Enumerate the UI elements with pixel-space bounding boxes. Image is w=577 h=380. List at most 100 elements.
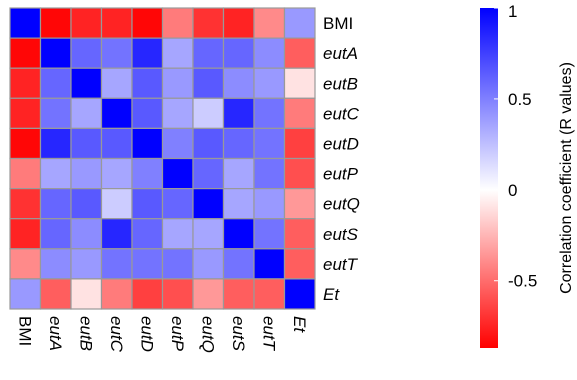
heatmap-cell-eutb-eutt <box>253 67 286 99</box>
column-label-eutp: eutP <box>168 316 187 352</box>
heatmap-cell-euta-bmi <box>9 37 42 69</box>
heatmap-cell-eutd-eutq <box>192 127 225 160</box>
heatmap-cell-eutc-eutc <box>100 97 133 130</box>
row-label-euts: eutS <box>323 225 359 244</box>
heatmap-cell-et-euts <box>222 278 255 310</box>
heatmap-cell-eutd-euta <box>39 127 72 160</box>
column-label-euta: eutA <box>46 316 65 351</box>
heatmap-cell-eutb-euts <box>222 67 255 99</box>
heatmap-cell-eutd-euts <box>222 127 255 160</box>
heatmap-cell-bmi-et <box>283 7 316 39</box>
heatmap-cell-euts-eutb <box>70 218 103 250</box>
heatmap-cell-eutp-eutd <box>131 157 164 190</box>
column-label-euts: eutS <box>229 316 248 352</box>
heatmap-cell-euta-eutc <box>100 37 133 69</box>
column-label-eutq: eutQ <box>198 316 217 353</box>
heatmap-cell-euts-eutd <box>131 218 164 250</box>
heatmap-cell-eutb-eutd <box>131 67 164 99</box>
colorbar-ticks: 1 0.5 0 -0.5 <box>494 2 537 291</box>
heatmap-cell-bmi-euts <box>222 7 255 39</box>
heatmap-cell-eutt-eutq <box>192 248 225 280</box>
heatmap-cell-eutt-et <box>283 248 316 280</box>
heatmap-cell-bmi-eutb <box>70 7 103 39</box>
heatmap-cell-eutc-eutb <box>70 97 103 130</box>
heatmap-cell-bmi-eutt <box>253 7 286 39</box>
heatmap-cell-eutc-eutt <box>253 97 286 130</box>
colorbar-tick-label: 0 <box>508 181 517 200</box>
heatmap-cell-eutq-eutp <box>161 188 194 220</box>
heatmap-cell-euta-eutq <box>192 37 225 69</box>
heatmap-cell-eutd-eutc <box>100 127 133 160</box>
heatmap-cell-euts-euta <box>39 218 72 250</box>
heatmap-cell-eutc-eutd <box>131 97 164 130</box>
heatmap-cell-eutt-eutb <box>70 248 103 280</box>
heatmap-cell-eutt-eutp <box>161 248 194 280</box>
heatmap-cell-eutb-et <box>283 67 316 99</box>
heatmap-cell-et-eutc <box>100 278 133 310</box>
heatmap-cell-euta-et <box>283 37 316 69</box>
heatmap-cell-bmi-eutc <box>100 7 133 39</box>
heatmap-cell-eutp-eutc <box>100 157 133 190</box>
heatmap-cell-eutq-euta <box>39 188 72 220</box>
heatmap-cell-et-eutq <box>192 278 225 310</box>
heatmap-cell-eutt-eutd <box>131 248 164 280</box>
heatmap-cells <box>9 7 316 310</box>
heatmap-cell-eutp-et <box>283 157 316 190</box>
heatmap-cell-et-et <box>283 278 316 310</box>
heatmap-cell-eutq-eutd <box>131 188 164 220</box>
heatmap-cell-eutt-eutc <box>100 248 133 280</box>
heatmap-cell-euta-eutb <box>70 37 103 69</box>
heatmap-cell-eutc-euta <box>39 97 72 130</box>
heatmap-cell-euts-et <box>283 218 316 250</box>
heatmap-cell-eutc-eutq <box>192 97 225 130</box>
heatmap-cell-eutb-eutc <box>100 67 133 99</box>
heatmap-cell-eutp-eutb <box>70 157 103 190</box>
heatmap-cell-eutq-eutb <box>70 188 103 220</box>
heatmap-row-labels: BMI eutA eutB eutC eutD eutP eutQ eutS eutT Et <box>323 14 360 304</box>
heatmap-cell-euts-euts <box>222 218 255 250</box>
row-label-eutd: eutD <box>323 134 359 153</box>
heatmap-cell-et-euta <box>39 278 72 310</box>
heatmap-cell-et-bmi <box>9 278 42 310</box>
column-label-et: Et <box>290 316 309 333</box>
heatmap-cell-eutp-eutp <box>161 157 194 190</box>
heatmap-cell-eutc-et <box>283 97 316 130</box>
heatmap-cell-eutt-eutt <box>253 248 286 280</box>
heatmap-cell-eutt-euta <box>39 248 72 280</box>
heatmap-cell-bmi-euta <box>39 7 72 39</box>
colorbar-tick-label: 0.5 <box>508 90 532 109</box>
colorbar-gradient <box>480 8 498 348</box>
column-label-eutt: eutT <box>259 316 278 352</box>
heatmap-cell-eutp-eutq <box>192 157 225 190</box>
heatmap-cell-eutb-bmi <box>9 67 42 99</box>
heatmap-cell-eutq-bmi <box>9 188 42 220</box>
heatmap-cell-eutq-eutq <box>192 188 225 220</box>
heatmap-cell-eutd-eutp <box>161 127 194 160</box>
heatmap-cell-eutd-bmi <box>9 127 42 160</box>
heatmap-cell-euts-eutc <box>100 218 133 250</box>
heatmap-cell-eutp-bmi <box>9 157 42 190</box>
heatmap-cell-euts-eutt <box>253 218 286 250</box>
heatmap-cell-eutb-eutp <box>161 67 194 99</box>
column-label-eutd: eutD <box>137 316 156 352</box>
heatmap-cell-eutd-eutt <box>253 127 286 160</box>
heatmap-column-labels: BMI eutA eutB eutC eutD eutP eutQ eutS eutT Et <box>15 316 309 353</box>
heatmap-cell-eutb-eutq <box>192 67 225 99</box>
column-label-bmi: BMI <box>15 316 34 346</box>
heatmap-cell-eutp-euta <box>39 157 72 190</box>
column-label-eutb: eutB <box>76 316 95 351</box>
heatmap-cell-eutq-eutt <box>253 188 286 220</box>
heatmap-cell-euts-eutp <box>161 218 194 250</box>
heatmap-cell-et-eutp <box>161 278 194 310</box>
heatmap-cell-eutt-bmi <box>9 248 42 280</box>
heatmap-cell-euta-euta <box>39 37 72 69</box>
row-label-eutb: eutB <box>323 74 358 93</box>
heatmap-cell-bmi-bmi <box>9 7 42 39</box>
heatmap-cell-bmi-eutp <box>161 7 194 39</box>
heatmap-cell-eutb-euta <box>39 67 72 99</box>
colorbar-tick-label: -0.5 <box>508 272 537 291</box>
heatmap-cell-et-eutt <box>253 278 286 310</box>
heatmap-cell-eutb-eutb <box>70 67 103 99</box>
colorbar: 1 0.5 0 -0.5 Correlation coefficient (R val… <box>480 2 575 348</box>
